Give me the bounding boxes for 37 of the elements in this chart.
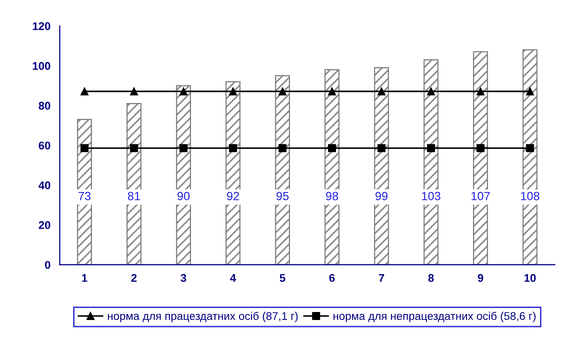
y-tick-label: 20	[38, 221, 50, 230]
bar	[275, 75, 290, 265]
x-tick-label: 10	[524, 274, 536, 282]
legend-label: норма для працездатних осіб (87,1 г)	[108, 312, 298, 322]
y-tick-label: 120	[32, 22, 50, 30]
x-tick-label: 7	[378, 274, 384, 282]
y-tick-label: 80	[38, 102, 50, 110]
data-label: 73	[78, 192, 91, 200]
legend-label: норма для непрацездатних осіб (58,6 г)	[334, 312, 536, 322]
bar	[324, 69, 340, 265]
y-tick-label: 40	[38, 181, 50, 190]
x-tick-label: 3	[180, 274, 186, 282]
x-tick-label: 2	[131, 274, 137, 282]
data-label: 99	[376, 192, 388, 200]
bar	[226, 81, 240, 265]
bar	[77, 118, 92, 265]
x-tick-label: 9	[478, 274, 484, 282]
y-tick-label: 0	[44, 260, 50, 269]
y-tick-label: 100	[32, 62, 50, 70]
x-tick-label: 1	[82, 274, 88, 282]
x-tick-label: 6	[329, 274, 335, 282]
bar	[522, 49, 538, 265]
data-label: 98	[326, 192, 338, 200]
data-label: 95	[276, 192, 289, 200]
data-label: 81	[128, 192, 140, 200]
data-label: 108	[521, 192, 540, 200]
x-tick-label: 5	[280, 274, 286, 282]
y-tick-label: 60	[38, 142, 50, 150]
bar	[176, 85, 191, 265]
data-label: 107	[472, 192, 490, 200]
bar	[126, 102, 142, 265]
data-label: 92	[226, 192, 239, 200]
data-label: 103	[422, 192, 440, 200]
bar	[374, 67, 389, 265]
data-label: 90	[177, 192, 190, 200]
x-tick-label: 8	[428, 274, 434, 282]
x-tick-label: 4	[230, 274, 236, 282]
